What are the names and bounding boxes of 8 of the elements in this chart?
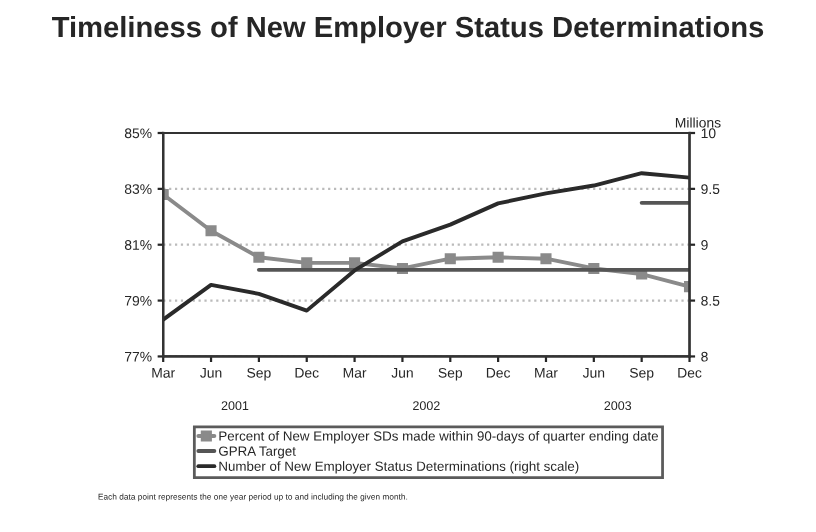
chart-title: Timeliness of New Employer Status Determinations: [52, 15, 764, 44]
point: [301, 257, 313, 269]
point: [444, 253, 456, 265]
point: [492, 251, 504, 263]
point: [205, 225, 217, 237]
point: [349, 257, 361, 269]
point: [540, 253, 552, 265]
point: [253, 251, 265, 263]
